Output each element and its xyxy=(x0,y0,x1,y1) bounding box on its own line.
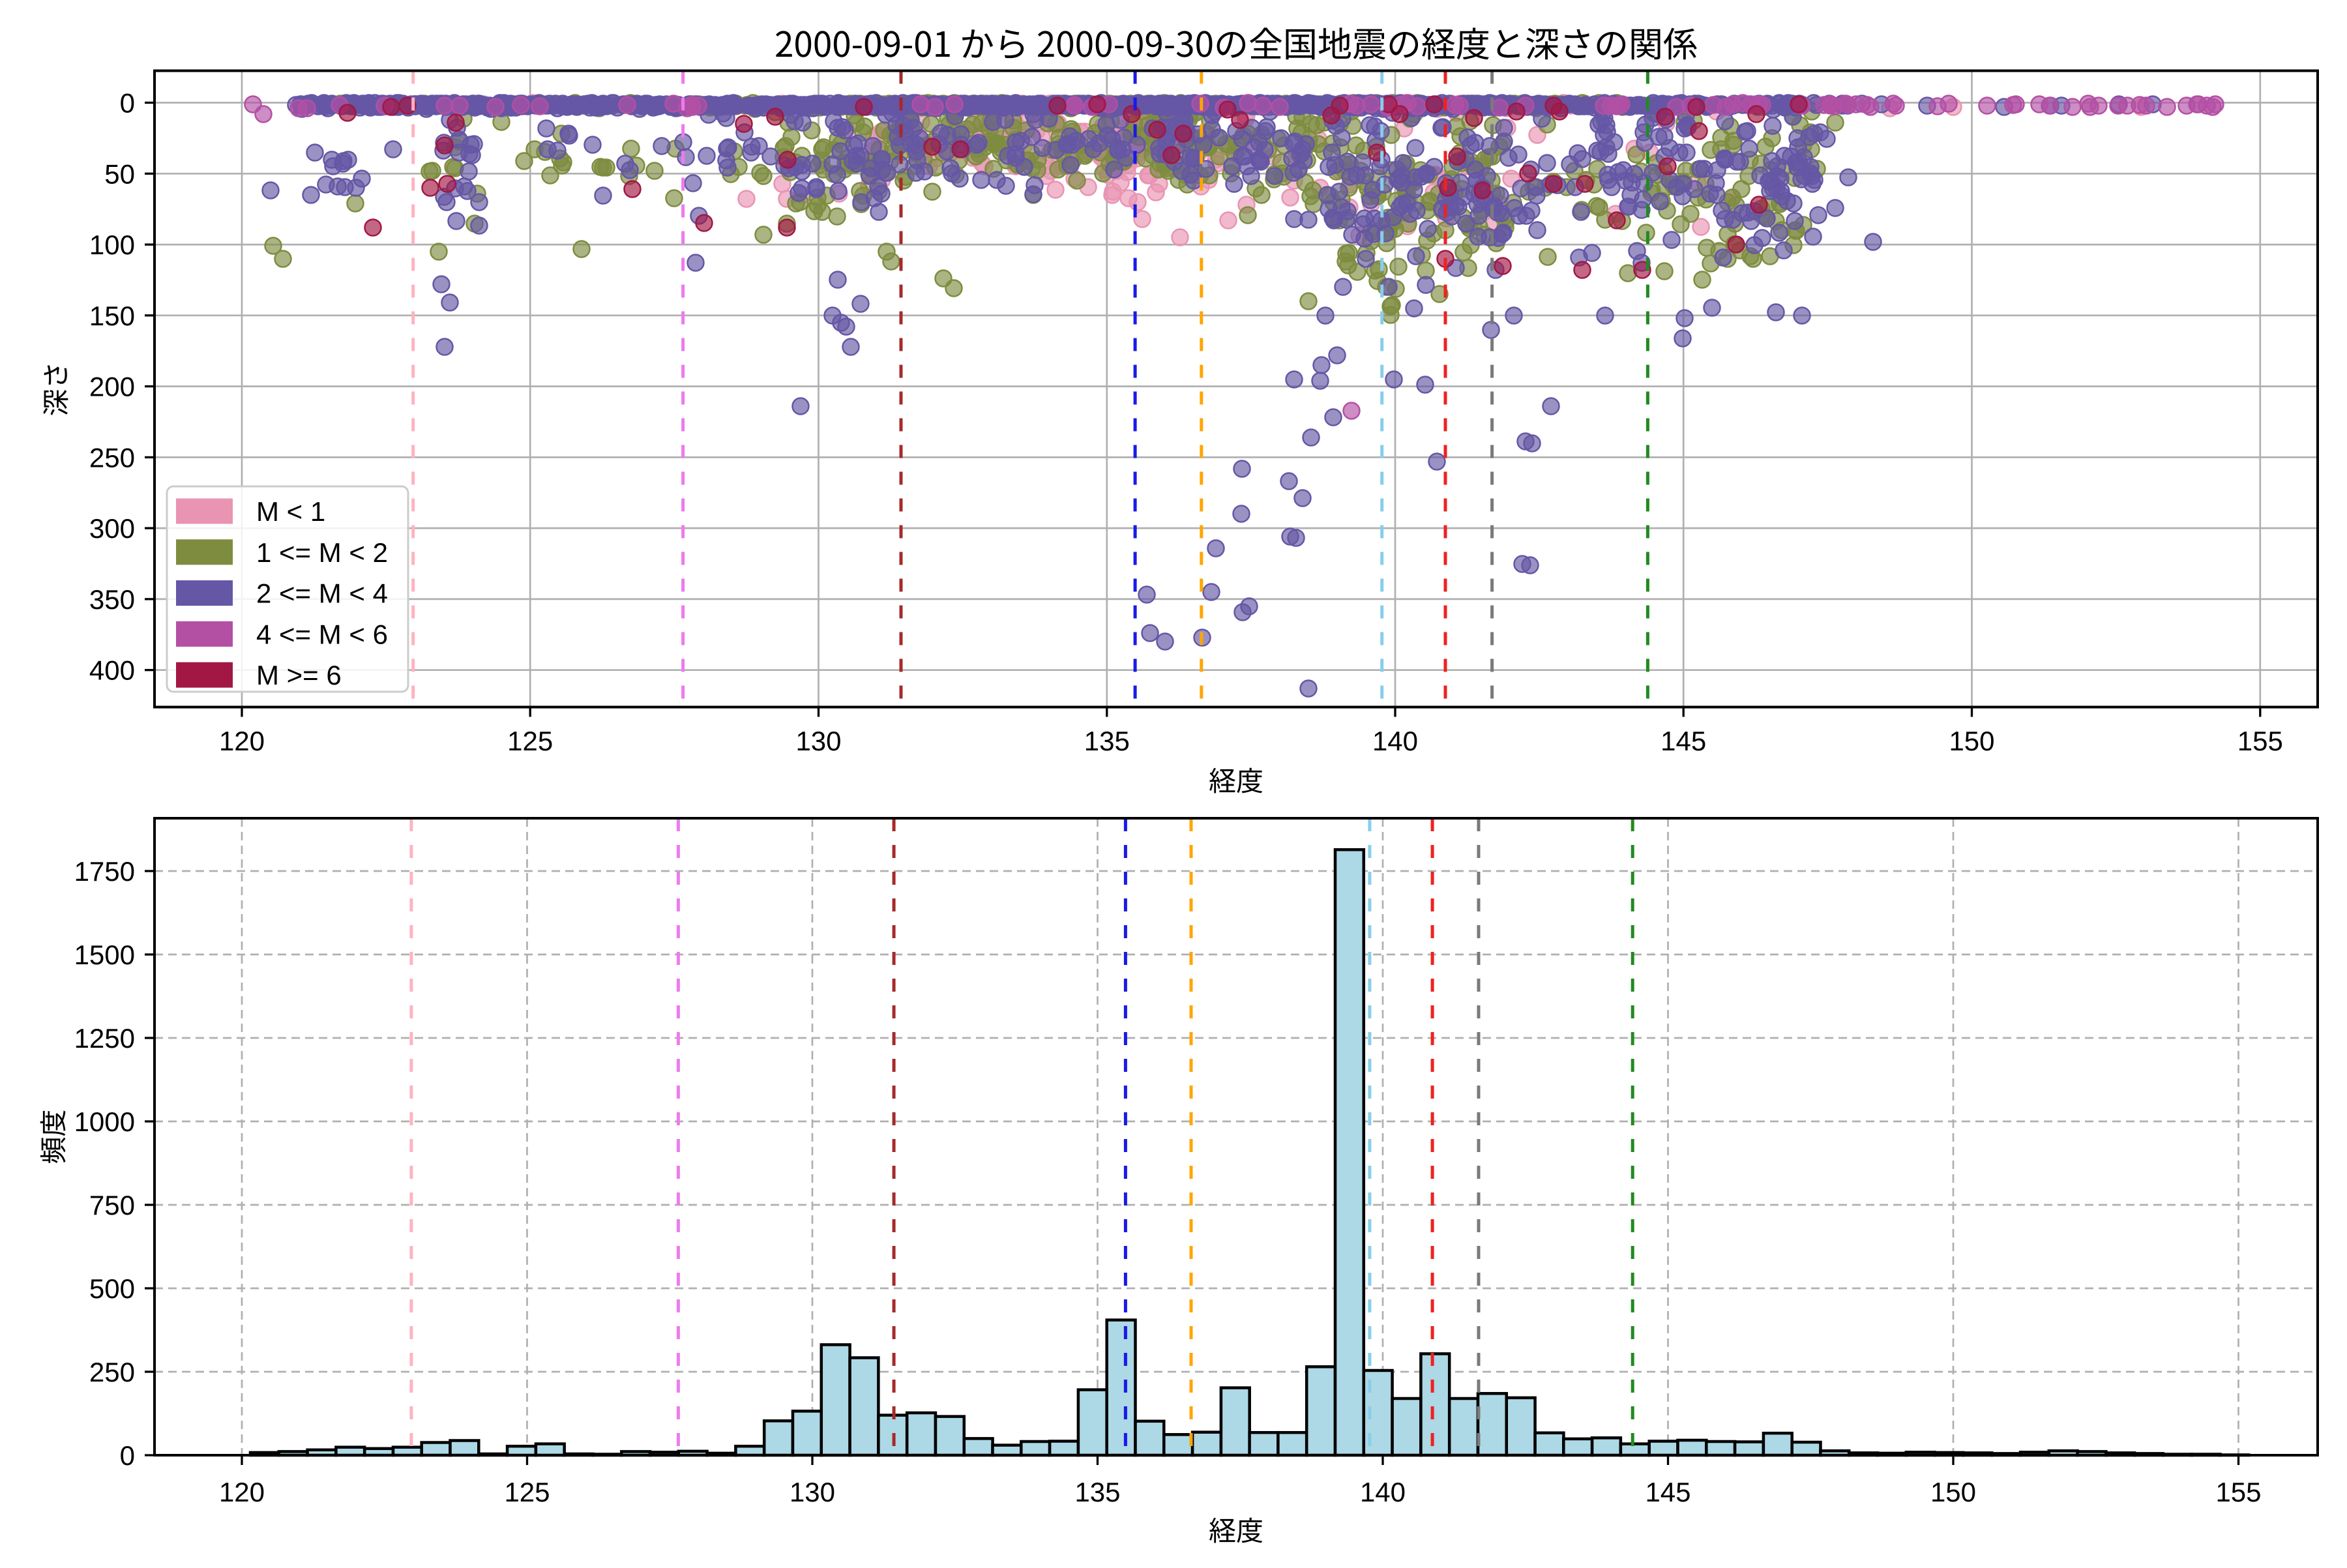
svg-text:2 <= M < 4: 2 <= M < 4 xyxy=(256,578,388,609)
svg-text:1500: 1500 xyxy=(74,939,135,970)
svg-text:0: 0 xyxy=(120,1440,135,1471)
svg-text:500: 500 xyxy=(89,1273,135,1304)
svg-text:250: 250 xyxy=(89,1357,135,1387)
svg-text:155: 155 xyxy=(2237,726,2283,756)
svg-text:M < 1: M < 1 xyxy=(256,496,325,527)
svg-text:140: 140 xyxy=(1372,726,1418,756)
svg-text:120: 120 xyxy=(219,726,265,756)
svg-text:400: 400 xyxy=(89,655,135,686)
svg-text:125: 125 xyxy=(507,726,553,756)
svg-text:1250: 1250 xyxy=(74,1023,135,1054)
svg-text:100: 100 xyxy=(89,229,135,260)
svg-text:1750: 1750 xyxy=(74,856,135,887)
svg-text:4 <= M < 6: 4 <= M < 6 xyxy=(256,619,388,649)
svg-text:130: 130 xyxy=(790,1477,835,1507)
svg-text:350: 350 xyxy=(89,584,135,615)
svg-text:300: 300 xyxy=(89,513,135,544)
svg-text:130: 130 xyxy=(795,726,841,756)
svg-text:1 <= M < 2: 1 <= M < 2 xyxy=(256,537,388,568)
svg-text:135: 135 xyxy=(1074,1477,1120,1507)
svg-text:150: 150 xyxy=(1930,1477,1976,1507)
svg-text:M >= 6: M >= 6 xyxy=(256,660,342,690)
svg-text:125: 125 xyxy=(504,1477,550,1507)
svg-text:145: 145 xyxy=(1645,1477,1690,1507)
svg-text:145: 145 xyxy=(1661,726,1706,756)
svg-text:750: 750 xyxy=(89,1190,135,1220)
svg-text:140: 140 xyxy=(1360,1477,1406,1507)
svg-text:150: 150 xyxy=(1949,726,1994,756)
svg-text:135: 135 xyxy=(1084,726,1130,756)
svg-text:0: 0 xyxy=(120,88,135,119)
svg-text:1000: 1000 xyxy=(74,1106,135,1137)
svg-text:120: 120 xyxy=(219,1477,265,1507)
svg-text:50: 50 xyxy=(104,158,135,189)
svg-text:200: 200 xyxy=(89,372,135,402)
svg-text:250: 250 xyxy=(89,442,135,473)
svg-text:150: 150 xyxy=(89,301,135,331)
svg-text:155: 155 xyxy=(2215,1477,2261,1507)
